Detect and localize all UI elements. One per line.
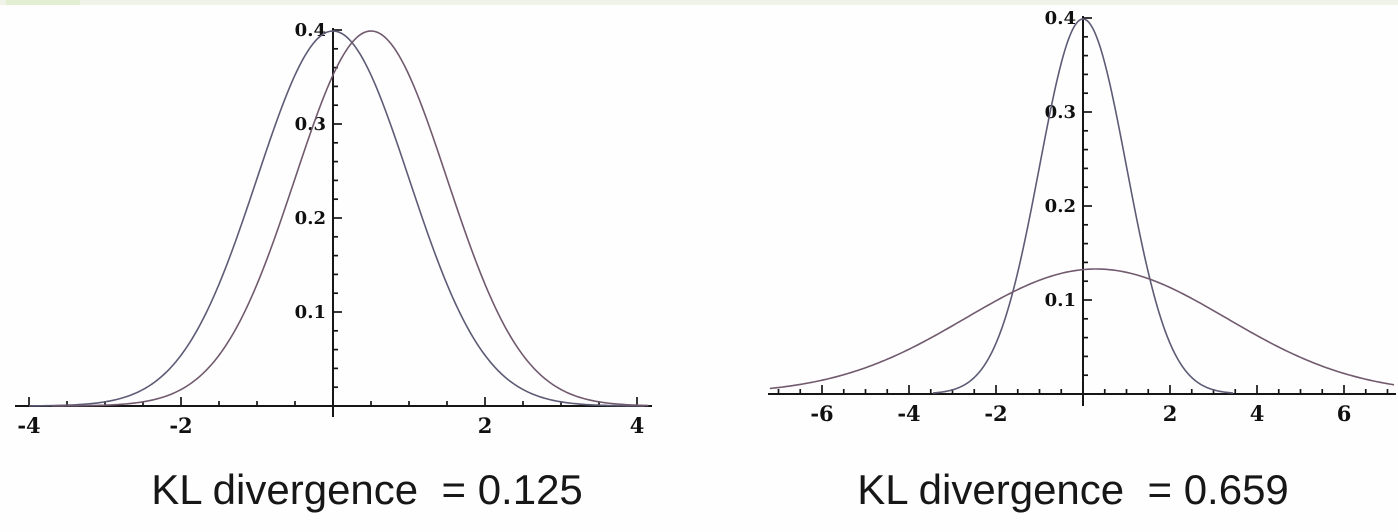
x-tick-label: 2	[1163, 401, 1178, 426]
y-tick-label: 0.4	[295, 20, 326, 41]
x-tick-label: 4	[1250, 401, 1265, 426]
top-edge-accent	[6, 0, 80, 5]
gaussian-curve-N(0,1)	[932, 18, 1234, 394]
x-tick-label: -4	[17, 413, 40, 438]
x-tick-label: 6	[1337, 401, 1352, 426]
y-tick-label: 0.1	[295, 302, 326, 323]
y-tick-label: 0.2	[295, 208, 326, 229]
gaussian-curve-N(0.3,3)	[769, 268, 1395, 390]
y-tick-label: 0.3	[295, 114, 326, 135]
x-tick-label: 4	[630, 413, 645, 438]
gaussian-curve-N(0.5,1)	[51, 30, 649, 407]
x-tick-label: 2	[478, 413, 493, 438]
plot-right: -6 -4 -2 2 4 6 0.1 0.2 0.3 0.4	[768, 8, 1396, 426]
y-tick-label: 0.1	[1045, 290, 1076, 311]
x-tick-label: -2	[169, 413, 192, 438]
kl-caption-right: KL divergence = 0.659	[857, 466, 1289, 513]
y-tick-label: 0.3	[1045, 102, 1076, 123]
x-tick-label: -4	[897, 401, 920, 426]
top-edge-artifact	[0, 0, 1398, 5]
plot-left: -4 -2 2 4 0.1 0.2 0.3 0.4	[15, 20, 652, 438]
gaussian-curve-N(0,1)	[28, 30, 645, 407]
y-tick-label: 0.4	[1045, 8, 1076, 29]
y-tick-label: 0.2	[1045, 196, 1076, 217]
x-tick-label: -2	[984, 401, 1007, 426]
kl-caption-left: KL divergence = 0.125	[151, 466, 583, 513]
x-tick-label: -6	[810, 401, 833, 426]
